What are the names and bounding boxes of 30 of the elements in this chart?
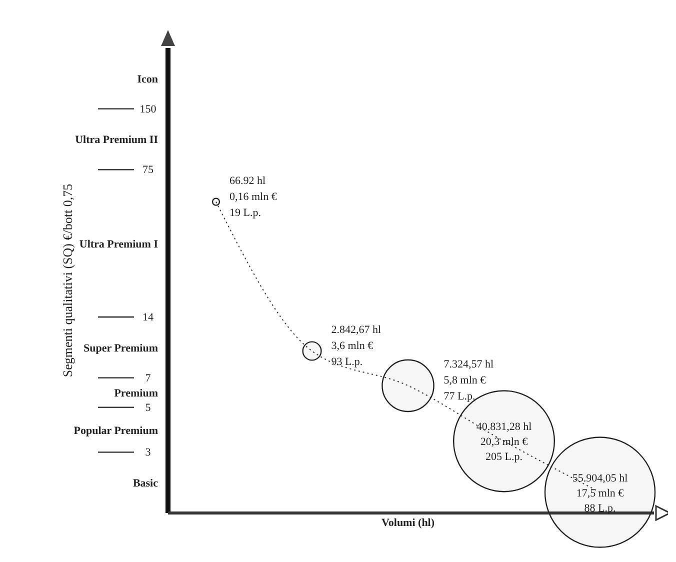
text: 7.324,57 hl [444,358,494,371]
text: 55.904,05 hl [572,472,628,484]
text: 205 L.p. [486,451,522,464]
text: Popular Premium [74,424,158,437]
text: 93 L.p. [331,356,363,368]
text: Ultra Premium I [79,238,158,250]
x-axis-title: Volumi (hl) [381,517,435,529]
y-axis-title: Segmenti qualitativi (SQ) €/bott 0,75 [60,184,75,378]
text: 20,3 mln € [480,436,528,448]
text: 40.831,28 hl [476,421,532,434]
text: 88 L.p. [584,502,616,514]
text: Icon [137,73,158,86]
text: 5,8 mln € [444,374,486,387]
text: 0,16 mln € [229,190,277,203]
text: 19 L.p. [229,206,261,219]
text: 2.842,67 hl [331,324,382,336]
text: 66.92 hl [229,174,266,187]
text: Premium [114,388,158,400]
y-tick-label: 150 [140,103,157,116]
y-tick-label: 7 [145,372,152,384]
text: 77 L.p. [444,390,476,403]
text: Ultra Premium II [75,134,158,146]
y-tick-label: 75 [142,164,154,176]
text: 3,6 mln € [331,340,374,352]
text: Super Premium [84,342,158,354]
text: 17,5 mln € [576,487,624,500]
text: Basic [132,478,158,490]
y-tick-label: 3 [145,446,152,459]
y-tick-label: 5 [145,402,152,414]
y-tick-label: 14 [142,311,154,324]
